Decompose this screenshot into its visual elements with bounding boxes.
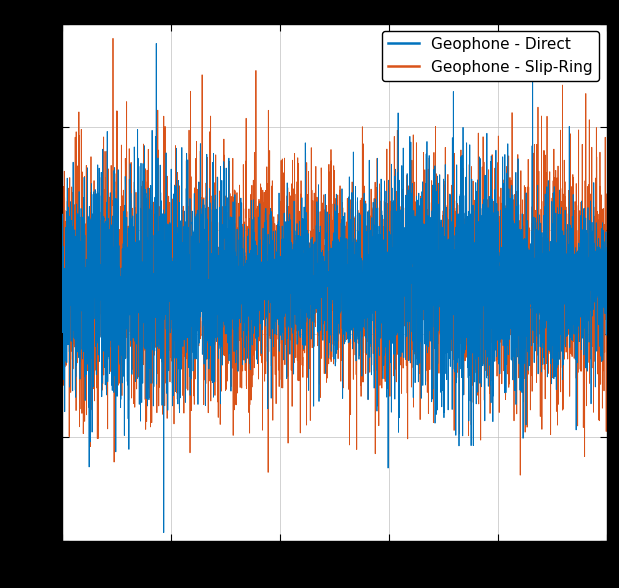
- Geophone - Direct: [465, 327, 472, 334]
- Geophone - Direct: [603, 288, 610, 295]
- Geophone - Slip-Ring: [603, 191, 610, 198]
- Geophone - Slip-Ring: [385, 257, 392, 264]
- Geophone - Direct: [267, 234, 274, 241]
- Geophone - Direct: [160, 529, 168, 536]
- Geophone - Slip-Ring: [506, 302, 514, 309]
- Geophone - Direct: [152, 40, 160, 47]
- Geophone - Slip-Ring: [516, 472, 524, 479]
- Geophone - Direct: [413, 210, 420, 217]
- Geophone - Slip-Ring: [266, 324, 274, 331]
- Geophone - Slip-Ring: [157, 266, 165, 273]
- Geophone - Direct: [385, 265, 392, 272]
- Line: Geophone - Slip-Ring: Geophone - Slip-Ring: [62, 38, 607, 475]
- Geophone - Slip-Ring: [58, 175, 66, 182]
- Geophone - Direct: [157, 218, 165, 225]
- Geophone - Direct: [506, 267, 514, 274]
- Geophone - Slip-Ring: [465, 299, 472, 306]
- Geophone - Slip-Ring: [412, 254, 420, 261]
- Legend: Geophone - Direct, Geophone - Slip-Ring: Geophone - Direct, Geophone - Slip-Ring: [383, 31, 599, 81]
- Line: Geophone - Direct: Geophone - Direct: [62, 44, 607, 533]
- Geophone - Direct: [58, 279, 66, 286]
- Geophone - Slip-Ring: [110, 35, 117, 42]
